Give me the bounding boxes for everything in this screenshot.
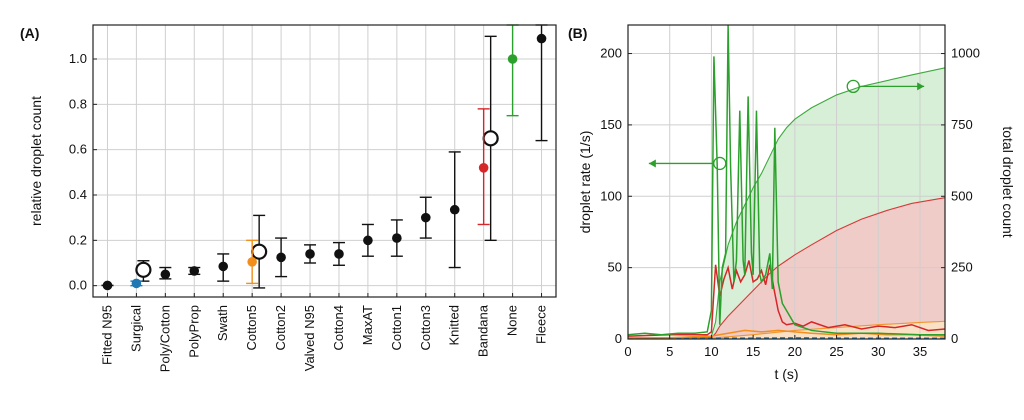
panel-b-left-axis-label: droplet rate (1/s) xyxy=(577,131,593,234)
panel-a-x-tick-label: Cotton2 xyxy=(273,305,288,351)
panel-a-x-tick-label: Valved N95 xyxy=(302,305,317,371)
panel-a-y-tick-label: 0.6 xyxy=(69,142,87,157)
panel-b-arrow-circle xyxy=(713,156,727,171)
panel-a-point xyxy=(189,266,200,276)
panel-a-x-tick-label: Fitted N95 xyxy=(99,305,114,365)
panel-b-arrow-head xyxy=(917,82,925,91)
panel-a-x-tick-label: PolyProp xyxy=(186,305,201,358)
panel-a-point xyxy=(102,280,113,291)
panel-b-rate-line-orange xyxy=(628,329,946,339)
panel-a-point xyxy=(247,257,257,267)
panel-a-x-tick-label: MaxAT xyxy=(360,305,375,345)
panel-b-x-axis-label: t (s) xyxy=(774,366,798,382)
panel-b-label: (B) xyxy=(568,25,587,41)
panel-a-x-tick-label: Cotton3 xyxy=(418,305,433,351)
panel-a-x-tick-label: Swath xyxy=(215,305,230,341)
panel-a-y-tick-label: 1.0 xyxy=(69,51,87,66)
panel-a-x-tick-label: Cotton5 xyxy=(244,305,259,351)
panel-a-point xyxy=(276,252,286,263)
panel-a-label: (A) xyxy=(20,25,39,41)
panel-b-right-tick-label: 250 xyxy=(951,260,973,275)
panel-b-cumulative-fills xyxy=(628,67,945,340)
panel-a-point xyxy=(218,261,229,272)
panel-a-point xyxy=(131,278,142,289)
panel-a-hollow-marker xyxy=(482,130,499,147)
panel-a-x-tick-label: Cotton1 xyxy=(389,305,404,351)
panel-a-y-tick-label: 0.4 xyxy=(69,187,87,202)
panel-b-right-tick-label: 750 xyxy=(951,117,973,132)
panel-b-x-tick-label: 20 xyxy=(788,344,802,359)
panel-a-point xyxy=(334,249,344,259)
panel-a: (A) 0.0 0.2 0.4 0.6 0.8 1.0 Fitted N95 Surgica… xyxy=(20,24,557,372)
panel-a-x-tick-label: Poly/Cotton xyxy=(157,305,172,372)
panel-a-y-ticks: 0.0 0.2 0.4 0.6 0.8 1.0 xyxy=(69,51,97,293)
panel-a-x-tick-label: Surgical xyxy=(128,305,143,352)
panel-a-marks xyxy=(101,24,548,291)
panel-b-x-tick-label: 25 xyxy=(829,344,843,359)
panel-a-point xyxy=(392,233,402,243)
panel-a-y-tick-label: 0.0 xyxy=(69,278,87,293)
panel-b-x-tick-label: 5 xyxy=(666,344,673,359)
panel-b-cumulative-line-red xyxy=(627,197,946,340)
panel-a-x-tick-label: Fleece xyxy=(534,305,549,344)
panel-b-x-tick-label: 0 xyxy=(624,344,631,359)
panel-a-point xyxy=(507,54,518,64)
panel-b-x-tick-label: 15 xyxy=(746,344,760,359)
panel-b-left-tick-label: 0 xyxy=(615,331,622,346)
panel-b-left-tick-label: 200 xyxy=(600,46,622,61)
panel-a-x-tick-label: Bandana xyxy=(476,304,491,357)
panel-b-x-tick-label: 35 xyxy=(913,344,927,359)
panel-a-point xyxy=(160,269,171,280)
panel-b-left-tick-label: 50 xyxy=(608,260,622,275)
panel-b-x-tick-label: 10 xyxy=(704,344,718,359)
panel-b-cumulative-area-red xyxy=(628,197,945,339)
panel-a-x-ticks: Fitted N95 Surgical Poly/Cotton PolyProp Swa… xyxy=(99,293,549,372)
panel-a-y-tick-label: 0.8 xyxy=(69,96,87,111)
panel-b-right-tick-label: 1000 xyxy=(951,46,980,61)
panel-a-y-axis-label: relative droplet count xyxy=(28,96,44,226)
panel-b-rate-line-green xyxy=(627,24,945,336)
panel-a-point xyxy=(536,33,547,44)
panel-a-point xyxy=(478,163,489,173)
panel-a-point xyxy=(305,249,315,259)
panel-b-ticks: 0 5 10 15 20 25 30 35 0 50 100 150 200 0 250 500 750 1000 xyxy=(600,46,980,359)
panel-b-right-tick-label: 0 xyxy=(951,331,958,346)
panel-b-x-tick-label: 30 xyxy=(871,344,885,359)
panel-b-left-tick-label: 150 xyxy=(600,117,622,132)
panel-a-frame xyxy=(92,24,557,298)
panel-a-x-tick-label: Cotton4 xyxy=(331,305,346,351)
panel-b-frame xyxy=(627,24,946,340)
panel-b-arrow-head xyxy=(648,159,656,168)
panel-b: (B) 0 5 10 15 20 25 30 35 0 50 100 150 200 0 250 500 750… xyxy=(568,24,1016,382)
panel-a-point xyxy=(363,235,373,246)
panel-a-point xyxy=(449,204,460,215)
panel-a-hollow-marker xyxy=(135,261,152,278)
panel-a-hollow-marker xyxy=(251,243,268,260)
panel-a-point xyxy=(420,212,431,223)
panel-a-y-tick-label: 0.2 xyxy=(69,232,87,247)
panel-b-right-tick-label: 500 xyxy=(951,188,973,203)
panel-b-left-tick-label: 100 xyxy=(600,188,622,203)
panel-a-x-tick-label: Knitted xyxy=(447,305,462,345)
panel-a-x-tick-label: None xyxy=(505,305,520,336)
panel-b-right-axis-label: total droplet count xyxy=(1000,126,1016,237)
panel-b-arrows xyxy=(648,79,925,171)
panel-a-grid xyxy=(93,25,556,297)
